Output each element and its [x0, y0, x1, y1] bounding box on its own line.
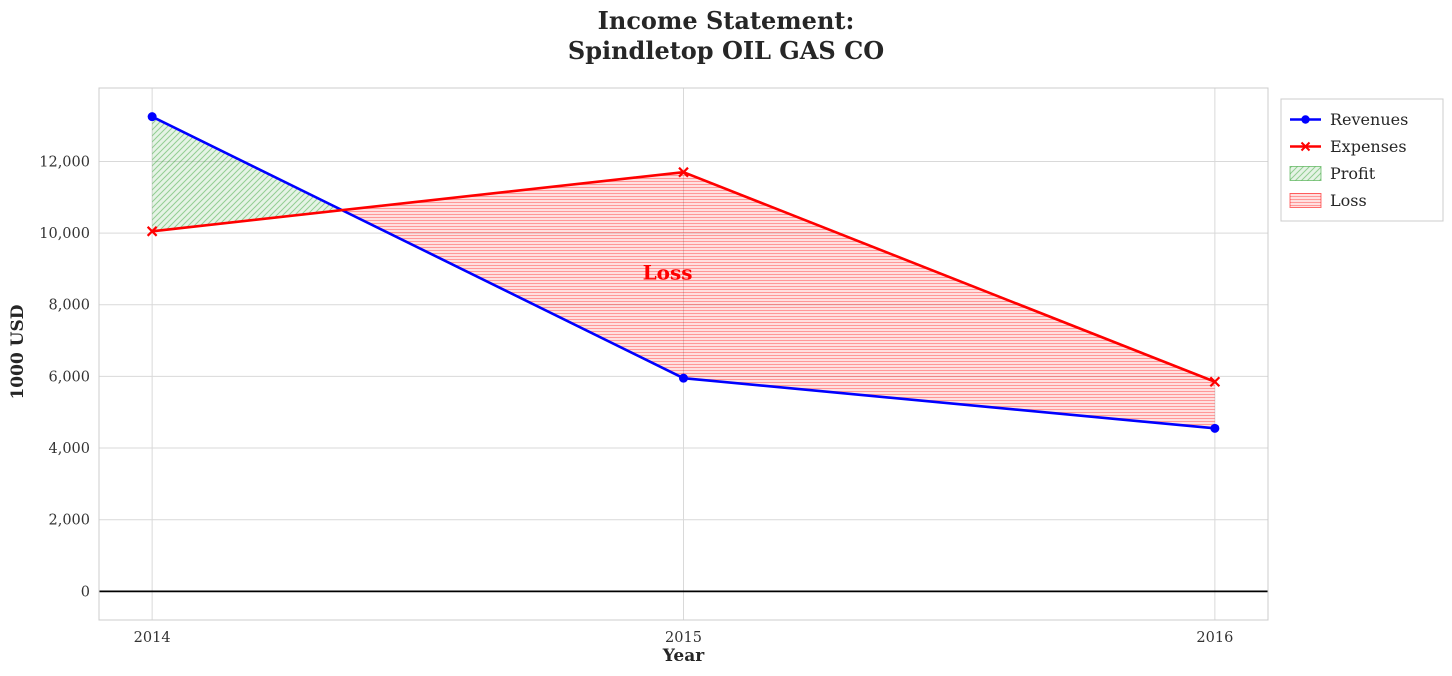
y-tick-label: 8,000: [48, 298, 90, 314]
x-tick-label: 2015: [665, 630, 702, 646]
y-tick-label: 10,000: [39, 226, 90, 242]
chart-title: Income Statement: Spindletop OIL GAS CO: [0, 6, 1452, 66]
expenses-marker: [678, 166, 689, 178]
y-tick-label: 6,000: [48, 369, 90, 385]
legend-marker-expenses: [1300, 141, 1311, 152]
y-tick-label: 0: [81, 584, 90, 600]
x-tick-label: 2016: [1196, 630, 1233, 646]
legend-sample-loss: [1289, 193, 1322, 208]
revenues-marker: [679, 373, 688, 383]
legend-label-profit: Profit: [1330, 164, 1376, 183]
expenses-marker: [146, 226, 158, 237]
legend-label-expenses: Expenses: [1330, 137, 1407, 156]
area-profit: [152, 116, 343, 232]
x-tick-label: 2014: [134, 630, 171, 646]
expenses-marker: [1209, 376, 1221, 388]
chart-title-line1: Income Statement:: [597, 6, 855, 35]
y-tick-label: 12,000: [39, 154, 90, 170]
revenues-marker: [1210, 423, 1220, 433]
legend-sample-profit: [1289, 166, 1322, 181]
plot-border: [98, 87, 1269, 621]
series-expenses: [146, 166, 1221, 388]
legend-label-loss: Loss: [1330, 191, 1367, 210]
y-axis-label: 1000 USD: [8, 304, 28, 400]
area-loss: [342, 172, 1215, 429]
y-tick-label: 2,000: [48, 513, 90, 529]
x-axis-label: Year: [662, 646, 705, 666]
legend-label-revenues: Revenues: [1330, 110, 1408, 129]
legend: Revenues Expenses Profit Loss: [1280, 98, 1444, 222]
legend-marker-revenues: [1301, 115, 1310, 124]
revenues-marker: [147, 112, 157, 122]
chart-title-line2: Spindletop OIL GAS CO: [567, 36, 885, 65]
annotation-loss: Loss: [643, 260, 693, 284]
series-revenues: [147, 112, 1220, 433]
y-tick-label: 4,000: [48, 441, 90, 457]
